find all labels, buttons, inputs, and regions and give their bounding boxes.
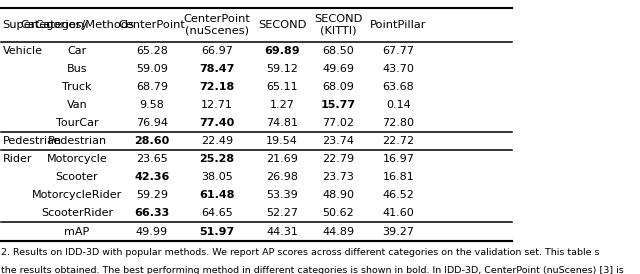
Text: Scooter: Scooter [56,172,99,182]
Text: 52.27: 52.27 [266,209,298,218]
Text: 22.72: 22.72 [383,136,415,146]
Text: 65.28: 65.28 [136,46,168,56]
Text: 15.77: 15.77 [321,100,356,110]
Text: MotorcycleRider: MotorcycleRider [32,190,122,200]
Text: 66.97: 66.97 [201,46,233,56]
Text: 41.60: 41.60 [383,209,415,218]
Text: 26.98: 26.98 [266,172,298,182]
Text: 59.09: 59.09 [136,64,168,74]
Text: 76.94: 76.94 [136,118,168,128]
Text: Bus: Bus [67,64,87,74]
Text: 65.11: 65.11 [266,82,298,92]
Text: 64.65: 64.65 [201,209,233,218]
Text: 68.09: 68.09 [323,82,354,92]
Text: 77.02: 77.02 [323,118,355,128]
Text: CenterPoint: CenterPoint [118,20,186,30]
Text: 68.50: 68.50 [323,46,354,56]
Text: 38.05: 38.05 [201,172,233,182]
Text: 0.14: 0.14 [386,100,411,110]
Text: 39.27: 39.27 [383,227,415,236]
Text: 25.28: 25.28 [199,154,234,164]
Text: 50.62: 50.62 [323,209,354,218]
Text: 68.79: 68.79 [136,82,168,92]
Text: 61.48: 61.48 [199,190,234,200]
Text: 67.77: 67.77 [383,46,415,56]
Text: 44.31: 44.31 [266,227,298,236]
Text: 21.69: 21.69 [266,154,298,164]
Text: 51.97: 51.97 [199,227,234,236]
Text: 59.12: 59.12 [266,64,298,74]
Text: 78.47: 78.47 [199,64,234,74]
Text: mAP: mAP [64,227,90,236]
Text: 2. Results on IDD-3D with popular methods. We report AP scores across different : 2. Results on IDD-3D with popular method… [1,248,600,257]
Text: 44.89: 44.89 [322,227,355,236]
Text: Pedestrian: Pedestrian [3,136,61,146]
Text: ScooterRider: ScooterRider [41,209,113,218]
Text: 9.58: 9.58 [140,100,164,110]
Text: 16.97: 16.97 [383,154,415,164]
Text: 23.74: 23.74 [323,136,355,146]
Text: 28.60: 28.60 [134,136,170,146]
Text: the results obtained. The best performing method in different categories is show: the results obtained. The best performin… [1,266,624,274]
Text: 53.39: 53.39 [266,190,298,200]
Text: 72.80: 72.80 [383,118,415,128]
Text: 63.68: 63.68 [383,82,415,92]
Text: 72.18: 72.18 [199,82,234,92]
Text: 43.70: 43.70 [383,64,415,74]
Text: Truck: Truck [62,82,92,92]
Text: 22.49: 22.49 [201,136,233,146]
Text: 49.99: 49.99 [136,227,168,236]
Text: PointPillar: PointPillar [371,20,427,30]
Text: 23.65: 23.65 [136,154,168,164]
Text: 42.36: 42.36 [134,172,170,182]
Text: TourCar: TourCar [56,118,99,128]
Text: 66.33: 66.33 [134,209,170,218]
Text: CenterPoint
(nuScenes): CenterPoint (nuScenes) [184,14,250,35]
Text: 19.54: 19.54 [266,136,298,146]
Text: SECOND
(KITTI): SECOND (KITTI) [314,14,362,35]
Text: Vehicle: Vehicle [3,46,42,56]
Text: 12.71: 12.71 [201,100,233,110]
Text: Categories/Methods: Categories/Methods [20,20,134,30]
Text: 49.69: 49.69 [323,64,355,74]
Text: Motorcycle: Motorcycle [47,154,108,164]
Text: 46.52: 46.52 [383,190,415,200]
Text: Rider: Rider [3,154,32,164]
Text: 59.29: 59.29 [136,190,168,200]
Text: 16.81: 16.81 [383,172,415,182]
Text: 69.89: 69.89 [264,46,300,56]
Text: Car: Car [67,46,86,56]
Text: 22.79: 22.79 [322,154,355,164]
Text: SuperCategory: SuperCategory [3,20,88,30]
Text: 74.81: 74.81 [266,118,298,128]
Text: 23.73: 23.73 [323,172,354,182]
Text: SECOND: SECOND [258,20,307,30]
Text: 1.27: 1.27 [269,100,294,110]
Text: Van: Van [67,100,87,110]
Text: 77.40: 77.40 [199,118,234,128]
Text: 48.90: 48.90 [323,190,355,200]
Text: Pedestrian: Pedestrian [47,136,106,146]
